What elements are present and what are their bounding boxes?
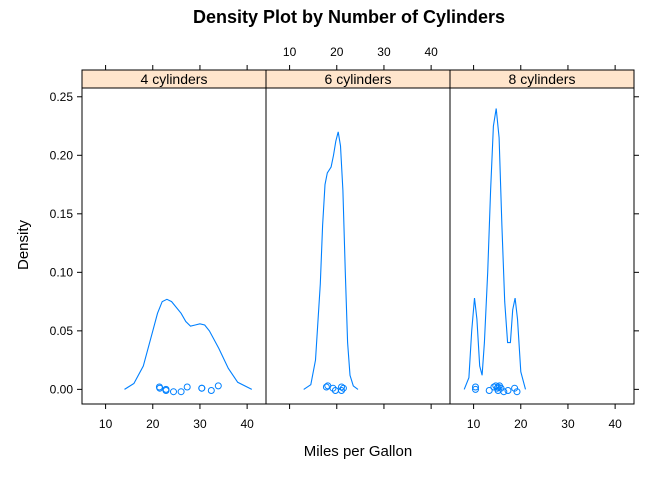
panel-frame bbox=[265, 87, 451, 405]
x-tick-label: 40 bbox=[608, 417, 622, 431]
x-tick-label: 10 bbox=[99, 417, 113, 431]
rug-point bbox=[472, 383, 479, 391]
x-tick-label: 20 bbox=[330, 45, 344, 59]
rug-point bbox=[504, 387, 512, 394]
rug-point bbox=[500, 388, 508, 396]
rug-point bbox=[207, 387, 215, 394]
panel-strip-label: 8 cylinders bbox=[509, 71, 576, 87]
density-line bbox=[124, 298, 253, 390]
x-tick-label: 40 bbox=[240, 417, 254, 431]
y-tick-label: 0.05 bbox=[50, 324, 74, 338]
x-tick-label: 40 bbox=[424, 45, 438, 59]
rug-point bbox=[214, 382, 222, 390]
panel-strip-label: 6 cylinders bbox=[325, 71, 392, 87]
y-tick-label: 0.25 bbox=[50, 90, 74, 104]
y-tick-label: 0.00 bbox=[50, 382, 74, 396]
rug-point bbox=[183, 383, 191, 391]
x-tick-label: 20 bbox=[146, 417, 160, 431]
x-tick-label: 10 bbox=[283, 45, 297, 59]
rug-point bbox=[198, 384, 206, 392]
panel-frame bbox=[81, 87, 267, 405]
y-tick-label: 0.15 bbox=[50, 207, 74, 221]
y-axis-label: Density bbox=[15, 219, 32, 270]
y-tick-label: 0.10 bbox=[50, 265, 74, 279]
chart-title: Density Plot by Number of Cylinders bbox=[193, 7, 505, 27]
rug-point bbox=[162, 387, 170, 394]
x-axis-label: Miles per Gallon bbox=[304, 443, 412, 460]
x-tick-label: 20 bbox=[514, 417, 528, 431]
x-tick-label: 30 bbox=[561, 417, 575, 431]
rug-point bbox=[511, 384, 519, 392]
rug-point bbox=[156, 384, 164, 392]
rug-point bbox=[170, 388, 177, 396]
rug-point bbox=[339, 384, 347, 392]
rug-point bbox=[322, 383, 330, 391]
rug-point bbox=[485, 387, 493, 394]
x-tick-label: 30 bbox=[193, 417, 207, 431]
rug-point bbox=[329, 384, 337, 392]
rug-point bbox=[472, 385, 479, 393]
plot-layer: 4 cylinders 10 20 30 40 6 cylinders 10 20 30 40 8 … bbox=[50, 45, 639, 431]
panel-strip-label: 4 cylinders bbox=[141, 71, 208, 87]
x-tick-label: 10 bbox=[467, 417, 481, 431]
rug-point bbox=[177, 388, 185, 396]
rug-point bbox=[513, 388, 521, 396]
y-tick-label: 0.20 bbox=[50, 148, 74, 162]
x-tick-label: 30 bbox=[377, 45, 391, 59]
panel-frame bbox=[449, 87, 635, 405]
density-line bbox=[463, 108, 527, 390]
density-line bbox=[303, 131, 359, 390]
rug-point bbox=[338, 387, 345, 394]
rug-point bbox=[338, 383, 345, 391]
